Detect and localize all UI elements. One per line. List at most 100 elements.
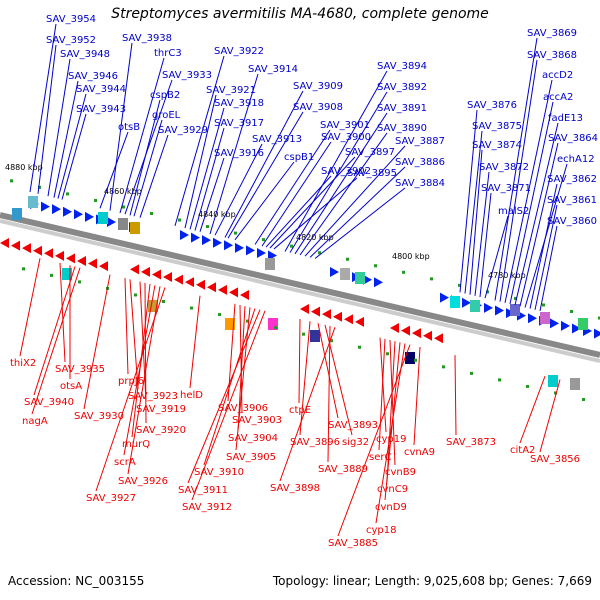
top-gene-label: SAV_3914 (248, 64, 298, 75)
feature-box (450, 296, 460, 308)
page-title: Streptomyces avermitilis MA-4680, comple… (111, 6, 489, 22)
gene-leader-line (289, 91, 388, 253)
marker-tick (10, 179, 13, 183)
marker-tick (262, 238, 265, 242)
reverse-gene-arrow (401, 325, 410, 336)
gene-leader-line (317, 323, 339, 419)
bottom-gene-label: SAV_3903 (232, 415, 282, 426)
genome-summary-text: Topology: linear; Length: 9,025,608 bp; … (272, 574, 592, 588)
marker-tick (458, 283, 461, 287)
gene-leader-line (298, 318, 301, 404)
forward-gene-arrow (257, 247, 266, 258)
bottom-gene-label: SAV_3940 (24, 397, 74, 408)
gene-leader-line (191, 310, 266, 501)
forward-gene-arrow (462, 297, 471, 308)
reverse-gene-arrow (0, 238, 9, 248)
top-gene-label: SAV_3929 (158, 125, 208, 136)
forward-gene-arrow (180, 230, 189, 240)
marker-tick (358, 345, 361, 349)
bottom-gene-label: SAV_3898 (270, 483, 320, 494)
forward-gene-arrow (191, 232, 200, 243)
reverse-gene-arrow (229, 287, 238, 298)
reverse-gene-arrow (390, 323, 399, 333)
reverse-gene-arrow (207, 282, 216, 293)
top-gene-label: cspB2 (150, 90, 180, 101)
gene-leader-line (494, 37, 538, 301)
marker-tick (542, 303, 545, 307)
top-gene-label: SAV_3895 (347, 168, 397, 179)
bottom-gene-label: SAV_3910 (194, 467, 244, 478)
marker-tick (402, 270, 405, 274)
feature-box (130, 222, 140, 234)
bottom-gene-label: SAV_3896 (290, 437, 340, 448)
gene-leader-line (83, 274, 111, 410)
gene-leader-line (227, 111, 304, 239)
top-gene-label: fadE13 (548, 113, 583, 124)
top-gene-label: SAV_3871 (481, 183, 531, 194)
reverse-gene-arrow (55, 250, 64, 261)
gene-leader-line (133, 119, 163, 217)
reverse-gene-arrow (412, 328, 421, 339)
forward-gene-arrow (363, 274, 372, 285)
gene-leader-line (33, 266, 76, 396)
feature-box (340, 268, 350, 280)
bottom-gene-label: SAV_3930 (74, 411, 124, 422)
reverse-gene-arrow (300, 304, 309, 314)
bottom-gene-label: SAV_3923 (128, 391, 178, 402)
gene-leader-line (378, 338, 386, 451)
top-gene-label: SAV_3901 (320, 120, 370, 131)
top-gene-label: SAV_3897 (345, 147, 395, 158)
forward-gene-arrow (594, 328, 600, 339)
reverse-gene-arrow (423, 330, 432, 341)
top-gene-label: cspB1 (284, 152, 314, 163)
reverse-gene-arrow (33, 245, 42, 256)
bottom-gene-label: otsA (60, 381, 82, 392)
forward-gene-arrow (374, 277, 383, 288)
marker-tick (442, 365, 445, 369)
gene-leader-line (99, 131, 129, 209)
gene-leader-line (337, 344, 411, 537)
bottom-gene-label: SAV_3920 (136, 425, 186, 436)
marker-tick (430, 277, 433, 281)
top-gene-label: SAV_3890 (377, 123, 427, 134)
top-gene-label: thrC3 (154, 48, 182, 59)
top-gene-label: SAV_3902 (321, 166, 371, 177)
gene-leader-line (199, 157, 225, 232)
gene-leader-line (123, 285, 156, 456)
gene-leader-line (375, 343, 406, 524)
gene-leader-line (95, 287, 166, 492)
gene-leader-line (59, 262, 66, 363)
gene-leader-line (224, 90, 304, 238)
scale-label: 4860 kbp (104, 187, 142, 196)
gene-leader-line (519, 375, 546, 444)
gene-leader-line (124, 278, 129, 375)
bottom-gene-label: SAV_3927 (86, 493, 136, 504)
gene-leader-line (413, 346, 421, 446)
top-gene-label: SAV_3952 (46, 35, 96, 46)
marker-tick (570, 310, 573, 313)
gene-leader-line (389, 339, 396, 466)
forward-gene-arrow (561, 320, 570, 331)
feature-box (12, 208, 22, 220)
forward-gene-arrow (550, 318, 559, 329)
top-gene-label: SAV_3922 (214, 46, 264, 57)
marker-tick (330, 339, 333, 343)
gene-leader-line (484, 215, 509, 299)
top-gene-label: SAV_3943 (76, 104, 126, 115)
marker-tick (122, 205, 125, 209)
marker-tick (582, 398, 585, 401)
feature-box (28, 196, 38, 208)
bottom-gene-label: murQ (122, 439, 150, 450)
gene-leader-line (129, 99, 161, 216)
feature-box (225, 318, 235, 330)
gene-leader-line (194, 127, 225, 231)
forward-gene-arrow (63, 206, 72, 217)
bottom-gene-label: cvnD9 (375, 502, 407, 513)
gene-leader-line (144, 282, 147, 424)
top-gene-label: SAV_3954 (46, 14, 96, 25)
bottom-gene-label: SAV_3935 (55, 364, 105, 375)
top-gene-label: SAV_3887 (395, 136, 445, 147)
gene-leader-line (314, 187, 406, 259)
feature-box (62, 268, 72, 280)
